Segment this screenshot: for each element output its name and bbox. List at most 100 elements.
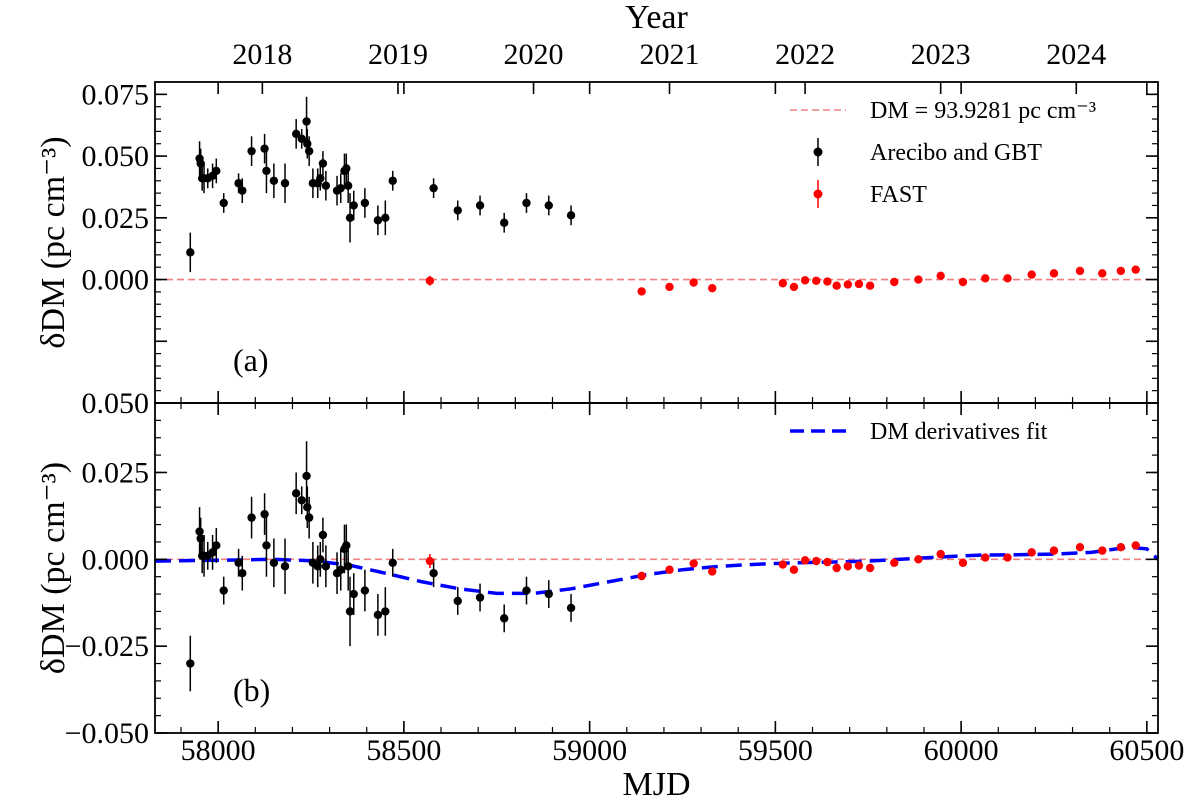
fast-point [1003, 274, 1012, 283]
legend-label: FAST [870, 182, 927, 208]
fast-point [708, 567, 717, 576]
legend-label: DM = 93.9281 pc cm⁻³ [870, 98, 1096, 124]
fast-point [1075, 266, 1085, 276]
arecibo-gbt-point [219, 198, 228, 208]
fast-point [958, 558, 968, 567]
fast-point [823, 277, 832, 286]
arecibo-gbt-point [195, 527, 204, 536]
year-tick-label: 2020 [504, 38, 564, 71]
arecibo-gbt-point [566, 603, 576, 613]
arecibo-gbt-point [429, 569, 438, 578]
xtick-label: 59500 [738, 734, 813, 767]
ytick-label: 0.000 [82, 264, 150, 297]
panel-a: 0.050 0.000 0.025 0.050 0.075 δDM (pc cm⁻³) (a… [35, 78, 1159, 420]
fast-point [812, 556, 821, 566]
fast-point [800, 276, 810, 285]
legend-label: DM derivatives fit [870, 419, 1048, 445]
arecibo-gbt-point [302, 471, 311, 481]
arecibo-gbt-point [212, 541, 221, 550]
arecibo-gbt-point [475, 201, 485, 210]
fast-point [689, 559, 698, 568]
fast-point [914, 275, 923, 284]
fast-point [981, 553, 990, 562]
panel-b: −0.050 −0.025 0.000 0.025 δDM (pc cm⁻³) (b) DM… [35, 402, 1159, 750]
arecibo-gbt-point [260, 144, 269, 153]
fast-point [1075, 542, 1085, 552]
fast-point [936, 271, 945, 281]
arecibo-gbt-point [321, 181, 331, 190]
fast-point [1098, 269, 1107, 278]
arecibo-gbt-point [342, 164, 351, 173]
fast-point [425, 276, 435, 285]
arecibo-gbt-point [349, 201, 358, 210]
arecibo-gbt-point [381, 213, 390, 223]
fast-point [1027, 548, 1036, 557]
fast-point [778, 279, 788, 288]
fast-point [665, 282, 674, 292]
fast-point [789, 565, 799, 574]
arecibo-gbt-point [247, 513, 256, 522]
arecibo-gbt-point [262, 541, 271, 550]
arecibo-gbt-point [345, 607, 355, 616]
arecibo-gbt-point [373, 216, 383, 225]
arecibo-gbt-point [316, 555, 325, 564]
fast-point [637, 571, 646, 581]
year-tick-label: 2019 [368, 38, 428, 71]
fast-point [832, 563, 841, 573]
axes-frame-b [154, 402, 1159, 734]
arecibo-gbt-point [429, 183, 438, 193]
year-tick-label: 2024 [1046, 38, 1106, 71]
arecibo-gbt-point [186, 248, 195, 257]
arecibo-gbt-point [297, 496, 306, 505]
fast-point [854, 561, 864, 570]
arecibo-gbt-point [318, 159, 328, 168]
top-axis-title: Year [625, 0, 688, 36]
y-axis-title: δDM (pc cm⁻³) [35, 136, 72, 348]
fast-point [832, 281, 841, 290]
arecibo-gbt-point [280, 179, 290, 188]
y-axis-title: δDM (pc cm⁻³) [35, 462, 72, 674]
plot-area-b [155, 441, 1158, 692]
fast-point [1049, 269, 1059, 278]
arecibo-gbt-point [318, 530, 328, 540]
arecibo-gbt-point [499, 218, 509, 227]
ytick-label: 0.025 [82, 202, 150, 235]
arecibo-gbt-point [234, 179, 243, 188]
axes-frame-a [154, 81, 1159, 404]
arecibo-gbt-point [343, 181, 353, 190]
fast-point [936, 549, 945, 559]
arecibo-gbt-point [499, 614, 509, 623]
legend-swatch-point [813, 189, 823, 199]
arecibo-gbt-point [280, 562, 290, 571]
arecibo-gbt-point [234, 558, 243, 567]
arecibo-gbt-point [336, 565, 345, 574]
arecibo-gbt-point [219, 586, 228, 595]
arecibo-gbt-point [269, 558, 279, 567]
arecibo-gbt-point [238, 569, 247, 578]
ytick-label: 0.075 [82, 78, 150, 111]
fast-point [843, 280, 853, 289]
arecibo-gbt-point [544, 201, 553, 210]
arecibo-gbt-point [360, 198, 370, 208]
arecibo-gbt-point [373, 610, 383, 620]
fast-point [1003, 553, 1012, 562]
arecibo-gbt-point [269, 176, 279, 185]
fast-point [890, 558, 899, 567]
arecibo-gbt-point [566, 211, 576, 220]
legend-b: DM derivatives fit [790, 419, 1048, 445]
fast-point [637, 287, 646, 296]
arecibo-gbt-point [303, 139, 312, 148]
fast-point [800, 556, 810, 565]
fast-point [914, 555, 923, 564]
arecibo-gbt-point [304, 513, 314, 522]
arecibo-gbt-point [522, 198, 531, 208]
panel-label: (a) [233, 342, 269, 378]
arecibo-gbt-point [186, 659, 195, 668]
arecibo-gbt-point [262, 166, 271, 176]
arecibo-gbt-point [345, 213, 355, 223]
plot-area-a [186, 96, 1140, 296]
ytick-label: 0.000 [82, 543, 150, 576]
arecibo-gbt-point [453, 206, 462, 215]
fast-point [823, 557, 832, 567]
arecibo-gbt-point [544, 589, 553, 599]
